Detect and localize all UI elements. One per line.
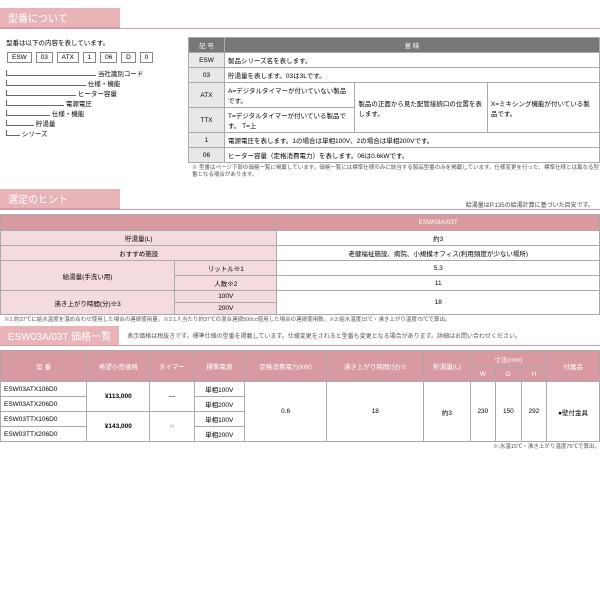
model-label: 仕様・機能 — [88, 81, 121, 88]
col-tank: 貯湯量(L) — [424, 351, 470, 382]
col-h: H — [521, 368, 547, 382]
section-price-title: ESW03A/03T 価格一覧 — [0, 326, 119, 345]
col-price: 希望小売価格 — [87, 351, 150, 382]
model-part: 1 — [83, 52, 97, 63]
col-w: W — [470, 368, 496, 382]
model-part: ATX — [57, 52, 79, 63]
col-dim: 寸法(mm) — [470, 351, 547, 368]
col-kw: 定格消費電力(kW) — [244, 351, 326, 382]
hint-note: 給湯量はP.135の給湯計算に基づいた目安です。 — [466, 200, 600, 209]
model-label: 仕様・機能 — [52, 111, 85, 118]
selection-table: ESW03A/03T 貯湯量(L)約3おすすめ施設老健福祉施設、病院、小規模オフ… — [0, 214, 600, 315]
col-volt: 標準電源 — [194, 351, 244, 382]
model-part: ESW — [7, 52, 32, 63]
col-boil: 沸き上がり時間(分)※ — [327, 351, 424, 382]
table1-note: ※ 型番はページ下部の価格一覧に掲載しています。価格一覧には標準仕様のみに該当す… — [192, 165, 600, 179]
model-label: 貯湯量 — [36, 121, 56, 128]
col-model: 型 番 — [1, 351, 87, 382]
table2-note: ※1:約37℃に給水温度を温め合わせ使用した場合の連続使用量。※2:1人当たり約… — [4, 317, 600, 324]
col-timer: タイマー — [150, 351, 194, 382]
model-part: 06 — [100, 52, 117, 63]
model-label: 電源電圧 — [66, 101, 92, 108]
model-parts-row: ESW 03 ATX 1 06 D 0 — [6, 51, 180, 64]
model-part: D — [121, 52, 136, 63]
model-label: シリーズ — [22, 131, 48, 138]
section-about-title: 型番について — [0, 8, 120, 28]
section-hint-title: 選定のヒント — [0, 189, 120, 209]
model-breakdown: 型番は以下の内容を表しています。 ESW 03 ATX 1 06 D 0 当社識… — [0, 33, 180, 181]
model-part: 0 — [140, 52, 154, 63]
price-table: 型 番 希望小売価格 タイマー 標準電源 定格消費電力(kW) 沸き上がり時間(… — [0, 350, 600, 442]
model-part: 03 — [36, 52, 53, 63]
col-meaning: 意 味 — [225, 38, 600, 53]
about-lead: 型番は以下の内容を表しています。 — [6, 37, 180, 47]
col-d: D — [496, 368, 522, 382]
col-acc: 付属品 — [547, 351, 600, 382]
col-symbol: 記 号 — [189, 38, 225, 53]
price-desc: 表示価格は税抜きです。標準仕様の型番を掲載しています。仕様変更をされると型番も変… — [127, 331, 521, 340]
col-product: ESW03A/03T — [277, 215, 600, 231]
symbol-table: 記 号意 味 ESW製品シリーズ名を表します。03貯湯量を表します。03は3Lで… — [188, 37, 600, 181]
table3-note: ※:水温15℃・沸き上がり温度75℃で算出。 — [4, 444, 600, 451]
model-label: 当社識別コード — [98, 71, 144, 78]
model-label: ヒーター容量 — [78, 91, 117, 98]
